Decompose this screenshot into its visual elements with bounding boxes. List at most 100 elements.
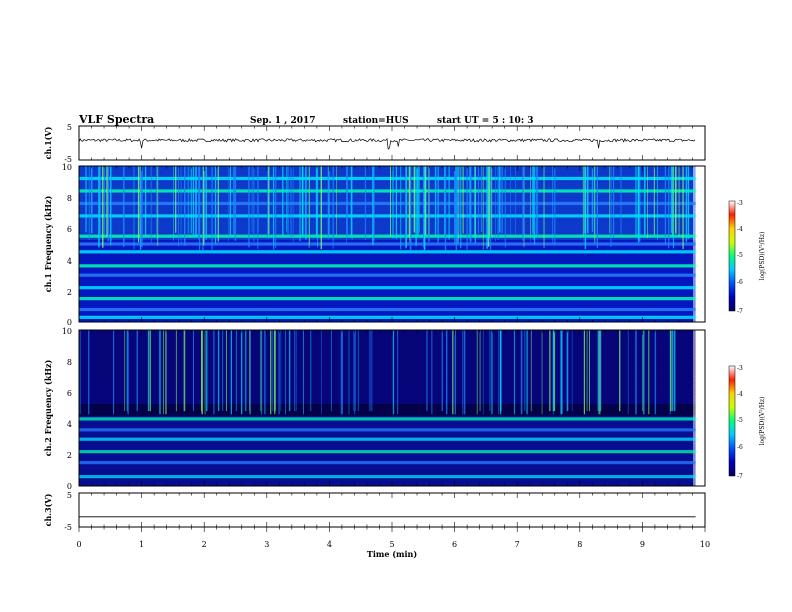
x-tick-label: 8 [577, 540, 582, 549]
x-tick-label: 5 [389, 540, 394, 549]
spectrogram-stratum [79, 408, 696, 412]
x-tick-label: 6 [452, 540, 457, 549]
ch1-freq-tick-10: 10 [62, 163, 72, 172]
station-label: station=HUS [343, 116, 409, 126]
spectrogram-stratum [79, 478, 696, 483]
spectrogram-stratum [79, 388, 696, 393]
spectrogram-stratum [79, 353, 696, 358]
x-tick-label: 2 [202, 540, 207, 549]
x-tick-label: 0 [76, 540, 81, 549]
ch2-freq-tick-8: 8 [67, 358, 72, 367]
spectrogram-stratum [79, 454, 696, 459]
spectrogram-stratum [79, 193, 696, 198]
spectrogram-stratum [79, 435, 696, 440]
spectrogram-stratum [79, 224, 696, 229]
ch2-spectrogram-panel: 10 8 6 4 2 0 ch.2 Frequency (kHz) -3 -4 … [43, 327, 766, 491]
spectrogram-stratum [79, 341, 696, 346]
spectrogram-stratum [79, 259, 696, 264]
spectrogram-stratum [79, 392, 696, 397]
spectrogram-band [79, 315, 696, 319]
spectrogram-band [79, 234, 696, 238]
ch1-spectrogram-image [79, 166, 696, 322]
spectrogram-band [79, 250, 696, 254]
spectrogram-stratum [79, 482, 696, 486]
spectrogram-stratum [79, 169, 696, 174]
spectrogram-band [79, 437, 696, 441]
ch1-freq-tick-4: 4 [67, 257, 72, 266]
x-tick-label: 3 [264, 540, 269, 549]
spectrogram-stratum [79, 275, 696, 280]
spectrogram-stratum [79, 447, 696, 451]
ch2-freq-tick-10: 10 [62, 327, 72, 336]
spectrogram-stratum [79, 345, 696, 350]
spectrogram-stratum [79, 247, 696, 252]
spectrogram-band [79, 189, 696, 193]
spectrogram-stratum [79, 462, 696, 467]
date-label: Sep. 1 , 2017 [250, 116, 316, 126]
ch1-waveform-frame [78, 125, 706, 161]
ch1-cbar-tick-m7: -7 [737, 308, 743, 315]
ch2-freq-tick-4: 4 [67, 420, 72, 429]
spectrogram-stratum [79, 185, 696, 190]
spectrogram-stratum [79, 330, 696, 334]
ch1-freq-tick-2: 2 [67, 288, 72, 297]
spectrogram-stratum [79, 205, 696, 209]
spectrogram-stratum [79, 216, 696, 221]
spectrogram-stratum [79, 251, 696, 256]
spectrogram-stratum [79, 365, 696, 369]
spectrogram-stratum [79, 267, 696, 272]
spectrogram-stratum [79, 419, 696, 424]
spectrogram-band [79, 201, 696, 206]
ch1-freq-tick-8: 8 [67, 194, 72, 203]
spectrogram-stratum [79, 228, 696, 233]
spectrogram-stratum [79, 283, 696, 287]
x-tick-label: 9 [640, 540, 645, 549]
spectrogram-stratum [79, 181, 696, 186]
spectrogram-stratum [79, 431, 696, 436]
spectrogram-band [79, 450, 696, 454]
ch3-waveform-frame [78, 492, 706, 528]
ch2-cbar-tick-m4: -4 [737, 391, 743, 398]
start-time-label: start UT = 5 : 10: 3 [437, 116, 534, 126]
ch1-cbar-tick-m4: -4 [737, 226, 743, 233]
ch3-waveform-ylabel: ch.3(V) [43, 493, 53, 526]
spectrogram-band [79, 264, 696, 268]
spectrogram-band [79, 428, 696, 432]
spectrogram-stratum [79, 369, 696, 373]
spectrogram-stratum [79, 240, 696, 244]
spectrogram-stratum [79, 349, 696, 354]
spectrogram-stratum [79, 439, 696, 444]
spectrogram-stratum [79, 310, 696, 315]
spectrogram-stratum [79, 220, 696, 225]
spectrogram-stratum [79, 376, 696, 381]
x-axis-label: Time (min) [367, 549, 417, 559]
spectrogram-stratum [79, 271, 696, 276]
spectrogram-band [79, 475, 696, 479]
ch1-freq-tick-0: 0 [67, 318, 72, 327]
x-tick-label: 10 [700, 540, 710, 549]
spectrogram-stratum [79, 411, 696, 416]
spectrogram-stratum [79, 173, 696, 178]
spectrogram-band [79, 286, 696, 290]
spectrogram-stratum [79, 166, 696, 170]
ch1-waveform-line [78, 137, 696, 150]
ch2-colorbar [728, 365, 736, 477]
spectrogram-stratum [79, 458, 696, 463]
spectrogram-band [79, 307, 696, 312]
x-tick-label: 1 [139, 540, 144, 549]
spectrogram-stratum [79, 255, 696, 260]
spectrogram-band [79, 176, 696, 181]
ch1-colorbar [728, 200, 736, 312]
ch2-cbar-tick-m7: -7 [737, 473, 743, 480]
ch1-colorbar-label: log(PSD)(V²/Hz) [759, 232, 766, 281]
ch2-spectrogram-ylabel: ch.2 Frequency (kHz) [43, 360, 53, 457]
spectrogram-stratum [79, 298, 696, 303]
ch2-freq-tick-6: 6 [67, 389, 72, 398]
x-tick-label: 7 [515, 540, 520, 549]
spectrogram-stratum [79, 396, 696, 401]
spectrogram-stratum [79, 404, 696, 408]
spectrogram-stratum [79, 197, 696, 202]
spectrogram-stratum [79, 244, 696, 248]
ch3-ytick-top: 5 [67, 491, 72, 500]
